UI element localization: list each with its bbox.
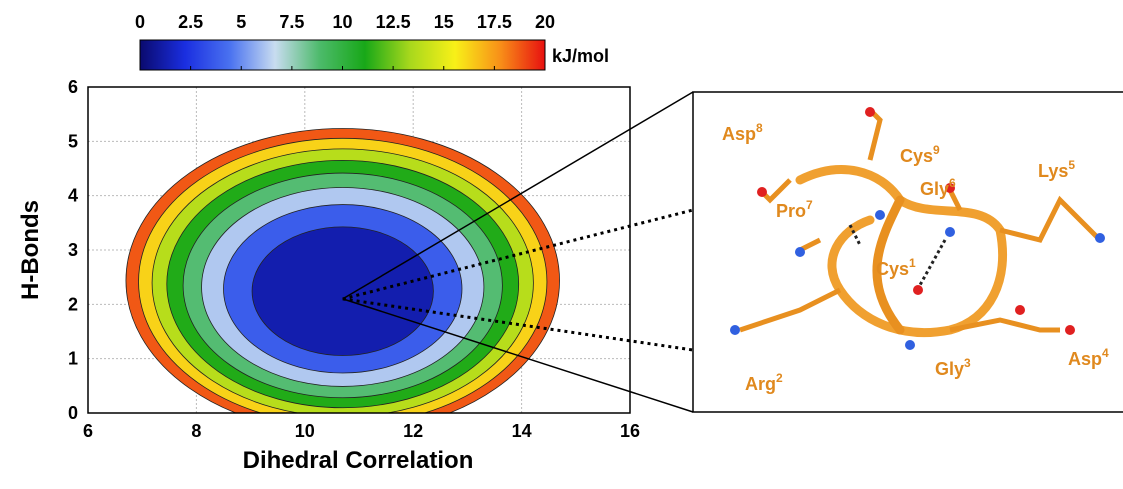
residue-index: 8 [756, 121, 763, 135]
residue-index: 6 [949, 176, 956, 190]
residue-label: Asp8 [722, 121, 763, 144]
residue-index: 7 [806, 198, 813, 212]
residue-index: 5 [1068, 158, 1075, 172]
residue-label: Arg2 [745, 371, 783, 394]
residue-name: Asp [1068, 349, 1102, 369]
residue-label: Gly3 [935, 356, 971, 379]
residue-index: 4 [1102, 346, 1109, 360]
y-tick-label: 0 [68, 403, 78, 423]
residue-index: 3 [964, 356, 971, 370]
plot-frame [87, 86, 631, 414]
residue-name: Cys [876, 259, 909, 279]
colorbar-tick-label: 5 [236, 12, 246, 32]
structure-inset [692, 91, 1123, 413]
x-tick-label: 6 [83, 421, 93, 441]
colorbar-tick-label: 2.5 [178, 12, 203, 32]
residue-label: Pro7 [776, 198, 813, 221]
contour-level [251, 226, 434, 356]
residue-label: Cys9 [900, 143, 940, 166]
colorbar-tick-label: 7.5 [279, 12, 304, 32]
residue-label: Lys5 [1038, 158, 1075, 181]
residue-label: Asp4 [1068, 346, 1109, 369]
connector-line [342, 91, 694, 300]
residue-name: Arg [745, 374, 776, 394]
colorbar-label: kJ/mol [552, 46, 609, 66]
colorbar-tick-label: 12.5 [376, 12, 411, 32]
connector-line [342, 298, 694, 413]
colorbar [139, 39, 546, 71]
residue-name: Cys [900, 146, 933, 166]
y-axis-label: H-Bonds [17, 200, 44, 300]
colorbar-tick-label: 15 [434, 12, 454, 32]
x-tick-label: 12 [403, 421, 423, 441]
residue-name: Gly [920, 179, 949, 199]
colorbar-tick-label: 0 [135, 12, 145, 32]
colorbar-tick-label: 10 [332, 12, 352, 32]
residue-index: 1 [909, 256, 916, 270]
residue-index: 2 [776, 371, 783, 385]
y-tick-label: 5 [68, 131, 78, 151]
colorbar-tick-label: 17.5 [477, 12, 512, 32]
connector-line [342, 208, 694, 301]
residue-name: Pro [776, 201, 806, 221]
x-tick-label: 8 [191, 421, 201, 441]
y-tick-label: 4 [68, 186, 78, 206]
y-tick-label: 1 [68, 349, 78, 369]
residue-name: Asp [722, 124, 756, 144]
connector-line [342, 297, 694, 352]
residue-label: Cys1 [876, 256, 916, 279]
residue-index: 9 [933, 143, 940, 157]
x-tick-label: 16 [620, 421, 640, 441]
residue-name: Lys [1038, 161, 1068, 181]
x-axis-label: Dihedral Correlation [243, 447, 474, 474]
y-tick-label: 3 [68, 240, 78, 260]
colorbar-tick-label: 20 [535, 12, 555, 32]
x-tick-label: 10 [295, 421, 315, 441]
y-tick-label: 6 [68, 77, 78, 97]
x-tick-label: 14 [512, 421, 532, 441]
contours [125, 128, 560, 413]
residue-name: Gly [935, 359, 964, 379]
residue-label: Gly6 [920, 176, 956, 199]
y-tick-label: 2 [68, 294, 78, 314]
